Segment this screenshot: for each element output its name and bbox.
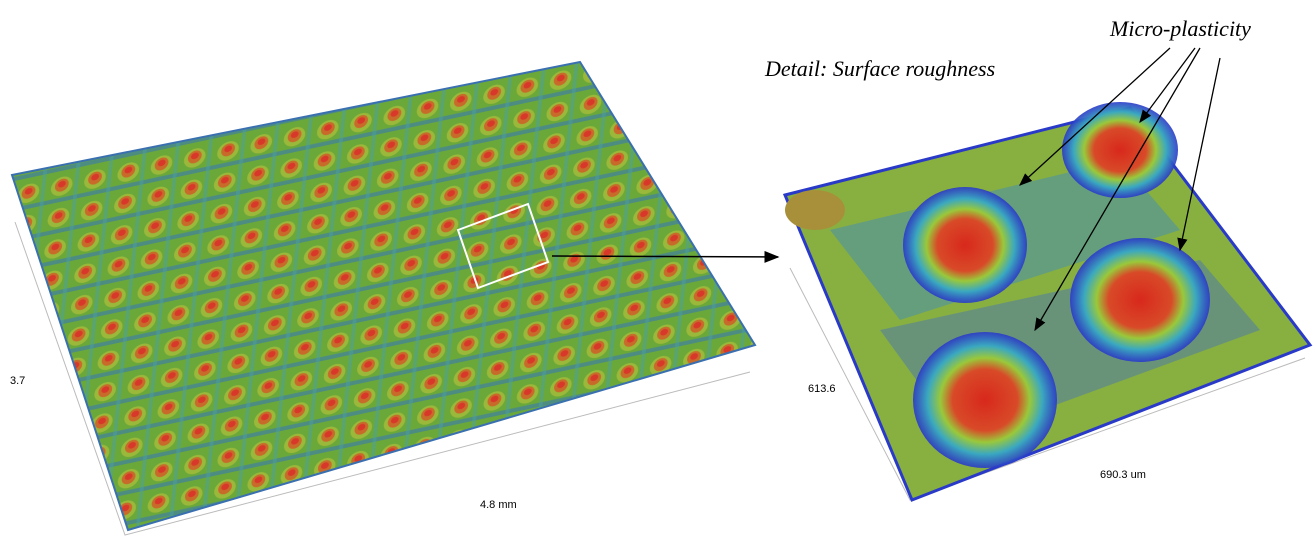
depth-label: 3.7 [10,375,25,387]
left-surface: 3.7 4.8 mm [10,60,757,536]
mound [903,187,1027,303]
axis-frame [14,221,751,536]
axis-frame [789,267,1306,501]
annotation: Micro-plasticity [1109,16,1251,41]
mound [913,332,1057,468]
detail-arrow [551,250,780,263]
detail-title: Detail: Surface roughness [764,56,995,81]
mound [1062,102,1178,198]
arrow [1034,47,1201,332]
right-surface: 613.6 690.3 um [782,102,1313,502]
arrow [1177,57,1221,252]
ridge [785,190,845,230]
arrow [1019,47,1171,186]
surface [10,60,757,532]
arrow [1139,47,1196,124]
depth-label: 613.6 [808,383,836,395]
detail-box [456,202,550,290]
annotation-arrows [1019,47,1221,332]
width-label: 4.8 mm [480,499,517,511]
width-label: 690.3 um [1100,469,1146,481]
mound [1070,238,1210,362]
